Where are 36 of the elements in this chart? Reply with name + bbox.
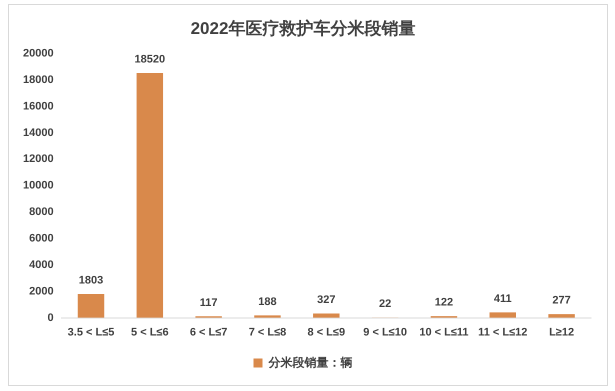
y-tick-label: 18000 xyxy=(22,74,54,86)
data-label: 117 xyxy=(200,296,218,309)
y-tick-label: 16000 xyxy=(22,100,54,112)
data-label: 188 xyxy=(258,296,277,308)
y-tick-label: 10000 xyxy=(22,180,54,192)
x-tick-label: 5 < L≤6 xyxy=(131,326,169,338)
y-tick-label: 20000 xyxy=(22,47,54,60)
y-tick-label: 8000 xyxy=(29,206,54,218)
bar xyxy=(490,312,516,318)
legend-label: 分米段销量：辆 xyxy=(268,355,352,370)
x-tick-label: 7 < L≤8 xyxy=(248,326,286,338)
x-tick-label: 11 < L≤12 xyxy=(478,326,528,338)
data-label: 277 xyxy=(552,294,571,307)
data-label: 18520 xyxy=(134,53,166,66)
x-tick-label: 9 < L≤10 xyxy=(363,326,407,338)
y-tick-label: 14000 xyxy=(22,126,54,139)
bar xyxy=(313,313,340,318)
y-tick-label: 6000 xyxy=(29,232,54,245)
y-tick-label: 12000 xyxy=(22,153,54,166)
data-label: 327 xyxy=(317,294,336,306)
bar xyxy=(136,72,164,318)
x-tick-label: 8 < L≤9 xyxy=(308,326,346,338)
data-label: 22 xyxy=(378,298,392,310)
y-tick-label: 2000 xyxy=(29,285,54,298)
y-tick-label: 4000 xyxy=(29,258,54,271)
x-tick-label: 3.5 < L≤5 xyxy=(68,326,114,338)
data-label: 122 xyxy=(434,296,454,309)
x-tick-label: L≥12 xyxy=(549,326,574,338)
x-tick-label: 10 < L≤11 xyxy=(419,326,469,338)
y-tick-label: 0 xyxy=(47,312,54,324)
chart-title: 2022年医疗救护车分米段销量 xyxy=(190,18,416,38)
data-label: 411 xyxy=(494,292,512,305)
x-tick-label: 6 < L≤7 xyxy=(190,326,228,338)
data-label: 1803 xyxy=(78,274,104,286)
bar xyxy=(78,294,104,318)
bar xyxy=(548,314,575,318)
